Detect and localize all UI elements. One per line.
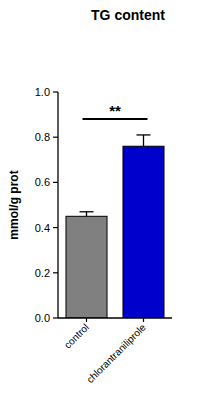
y-tick	[53, 227, 58, 228]
y-tick-label: 0.6	[35, 176, 50, 188]
y-tick-label: 0.2	[35, 267, 50, 279]
y-tick	[53, 317, 58, 318]
y-tick	[53, 182, 58, 183]
error-bar	[143, 135, 144, 146]
chart-svg: TG content mmol/g prot 0.0 0.2 0.4 0.6 0.8 1.0 c…	[0, 0, 213, 400]
title: TG content	[91, 7, 165, 23]
bar	[66, 216, 107, 318]
y-tick	[53, 272, 58, 273]
x-tick	[86, 318, 87, 322]
error-bar	[86, 212, 87, 217]
y-axis-label: mmol/g prot	[7, 170, 21, 239]
error-cap	[137, 134, 151, 135]
x-tick-label: chlorantraniliprole	[84, 321, 148, 385]
y-tick	[53, 137, 58, 138]
x-axis	[58, 317, 172, 318]
x-tick-label: control	[62, 322, 91, 351]
y-tick-label: 0.4	[35, 222, 50, 234]
y-tick-label: 0.8	[35, 131, 50, 143]
y-tick-label: 0.0	[35, 312, 50, 324]
y-tick-label: 1.0	[35, 86, 50, 98]
y-axis	[57, 92, 58, 318]
error-cap	[80, 211, 94, 212]
chart-container: TG content mmol/g prot 0.0 0.2 0.4 0.6 0.8 1.0 c…	[0, 0, 213, 400]
bars	[66, 135, 164, 318]
bar	[123, 146, 164, 318]
x-tick	[143, 318, 144, 322]
y-tick	[53, 91, 58, 92]
significance-label: **	[109, 102, 121, 119]
